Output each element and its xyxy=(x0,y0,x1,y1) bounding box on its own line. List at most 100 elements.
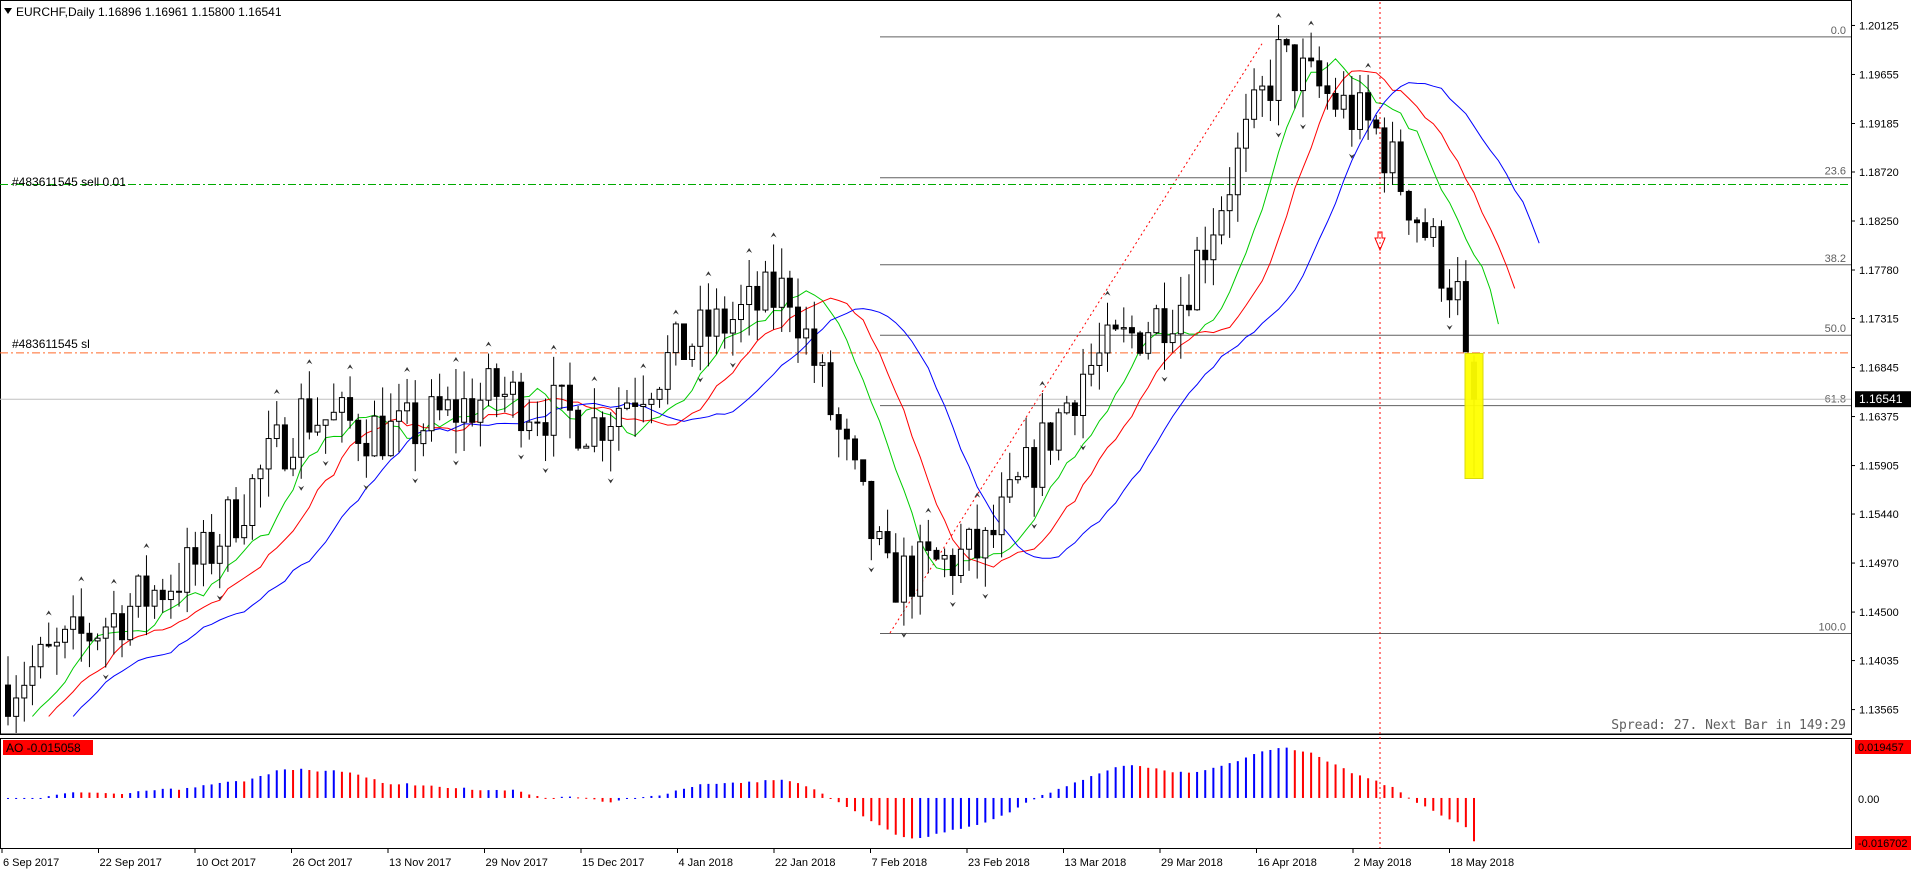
highlight-box[interactable] xyxy=(1464,352,1484,479)
fib-trendline[interactable] xyxy=(889,43,1263,634)
candle[interactable] xyxy=(583,443,590,449)
candlestick-series[interactable] xyxy=(5,24,1484,734)
candle[interactable] xyxy=(1169,309,1176,353)
candle[interactable] xyxy=(102,617,109,668)
candle[interactable] xyxy=(1430,218,1437,247)
candle[interactable] xyxy=(493,363,500,418)
candle[interactable] xyxy=(1462,260,1469,353)
candle[interactable] xyxy=(1251,68,1258,129)
candle[interactable] xyxy=(485,353,492,407)
candle[interactable] xyxy=(778,248,785,332)
candle[interactable] xyxy=(86,622,93,668)
candle[interactable] xyxy=(469,378,476,427)
candle[interactable] xyxy=(518,372,525,448)
candle[interactable] xyxy=(762,260,769,313)
candle[interactable] xyxy=(159,578,166,613)
candle[interactable] xyxy=(713,288,720,355)
candle[interactable] xyxy=(795,278,802,363)
candle[interactable] xyxy=(1047,422,1054,465)
candle[interactable] xyxy=(1381,117,1388,193)
candle[interactable] xyxy=(110,590,117,655)
candle[interactable] xyxy=(623,389,630,411)
candle[interactable] xyxy=(1063,395,1070,415)
candle[interactable] xyxy=(1177,276,1184,359)
candle[interactable] xyxy=(1324,62,1331,110)
candle[interactable] xyxy=(13,675,20,734)
candle[interactable] xyxy=(53,627,60,675)
candle[interactable] xyxy=(1373,114,1380,135)
candle[interactable] xyxy=(208,514,215,575)
candle[interactable] xyxy=(1308,32,1315,68)
candle[interactable] xyxy=(648,392,655,424)
candle[interactable] xyxy=(632,377,639,437)
candle[interactable] xyxy=(1291,44,1298,109)
candle[interactable] xyxy=(21,661,28,722)
candle[interactable] xyxy=(338,391,345,443)
candle[interactable] xyxy=(151,585,158,619)
candle[interactable] xyxy=(827,350,834,421)
candle[interactable] xyxy=(599,411,606,462)
candle[interactable] xyxy=(452,369,459,454)
candle[interactable] xyxy=(689,343,696,367)
candle[interactable] xyxy=(615,387,622,451)
candle[interactable] xyxy=(558,384,565,410)
candle[interactable] xyxy=(860,459,867,486)
candle[interactable] xyxy=(941,548,948,578)
candle[interactable] xyxy=(1454,257,1461,316)
candle[interactable] xyxy=(167,574,174,619)
candle[interactable] xyxy=(1267,59,1274,122)
candle[interactable] xyxy=(1413,217,1420,243)
candle[interactable] xyxy=(428,379,435,442)
candle[interactable] xyxy=(249,474,256,540)
candle[interactable] xyxy=(542,398,549,462)
candle[interactable] xyxy=(322,419,329,454)
candle[interactable] xyxy=(200,520,207,587)
candle[interactable] xyxy=(1080,348,1087,439)
candle[interactable] xyxy=(379,387,386,460)
candle[interactable] xyxy=(1275,24,1282,126)
candle[interactable] xyxy=(176,562,183,607)
candle[interactable] xyxy=(835,407,842,458)
candle[interactable] xyxy=(933,547,940,561)
candle[interactable] xyxy=(640,375,647,423)
candle[interactable] xyxy=(526,399,533,440)
candle[interactable] xyxy=(281,417,288,472)
candle[interactable] xyxy=(273,401,280,448)
candle[interactable] xyxy=(387,393,394,457)
candle[interactable] xyxy=(119,605,126,658)
candle[interactable] xyxy=(45,622,52,648)
candle[interactable] xyxy=(1071,400,1078,436)
candle[interactable] xyxy=(1397,129,1404,196)
candle[interactable] xyxy=(1031,439,1038,517)
candle[interactable] xyxy=(477,382,484,447)
candle[interactable] xyxy=(868,480,875,561)
candle[interactable] xyxy=(664,335,671,405)
candle[interactable] xyxy=(70,595,77,650)
candle[interactable] xyxy=(1210,208,1217,286)
candle[interactable] xyxy=(1438,220,1445,302)
candle[interactable] xyxy=(1185,274,1192,317)
candle[interactable] xyxy=(5,656,11,726)
candle[interactable] xyxy=(1104,302,1111,372)
candle[interactable] xyxy=(363,419,370,478)
candle[interactable] xyxy=(1006,452,1013,503)
candle[interactable] xyxy=(1316,46,1323,98)
candle[interactable] xyxy=(534,401,541,437)
candle[interactable] xyxy=(37,636,44,679)
dropdown-triangle-icon[interactable] xyxy=(4,8,12,14)
candle[interactable] xyxy=(786,270,793,333)
candle[interactable] xyxy=(78,588,85,662)
candle[interactable] xyxy=(811,301,818,383)
candle[interactable] xyxy=(656,386,663,408)
candle[interactable] xyxy=(94,633,101,651)
candle[interactable] xyxy=(990,504,997,548)
candle[interactable] xyxy=(1365,74,1372,140)
candle[interactable] xyxy=(1128,315,1135,349)
candle[interactable] xyxy=(852,435,859,470)
candle[interactable] xyxy=(575,405,582,451)
candle[interactable] xyxy=(1218,196,1225,245)
candle[interactable] xyxy=(1137,330,1144,356)
candle[interactable] xyxy=(143,555,150,636)
candle[interactable] xyxy=(843,418,850,461)
